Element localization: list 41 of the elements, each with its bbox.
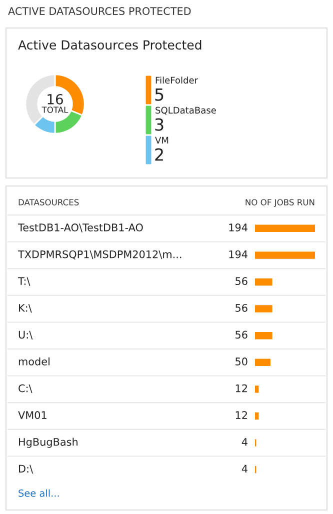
- text: TOTAL: [42, 106, 68, 113]
- data-label: 56: [236, 304, 248, 312]
- bar: [255, 358, 270, 366]
- bar: [255, 224, 315, 232]
- y-axis-title: DATASOURCES: [18, 199, 79, 206]
- legend-label: SQLDataBase: [156, 106, 216, 115]
- bar: [255, 252, 315, 259]
- y-tick-label: HgBugBash: [19, 438, 78, 448]
- data-label: 5: [155, 88, 164, 101]
- bar: [255, 412, 259, 420]
- data-label: 3: [155, 118, 164, 131]
- y-tick-label: K:\: [19, 304, 32, 313]
- data-label: 4: [242, 438, 248, 446]
- bar: [255, 332, 272, 340]
- text: 16: [48, 94, 63, 104]
- y-tick-label: TXDPMRSQP1\MSDPM2012\m...: [18, 250, 182, 260]
- legend-label: FileFolder: [156, 76, 198, 84]
- y-tick-label: D:\: [19, 464, 34, 474]
- text: See all...: [18, 489, 59, 497]
- data-label: 12: [236, 384, 247, 392]
- bar: [255, 305, 272, 312]
- data-label: 56: [236, 277, 248, 286]
- legend-label: VM: [155, 136, 168, 144]
- data-label: 56: [236, 330, 248, 339]
- y-tick-label: VM01: [18, 411, 46, 420]
- data-label: 50: [236, 358, 248, 366]
- y-tick-label: TestDB1-AO\TestDB1-AO: [18, 224, 143, 232]
- y-tick-label: U:\: [18, 330, 33, 340]
- data-label: 4: [242, 464, 248, 472]
- data-label: 194: [229, 224, 248, 232]
- data-label: 2: [155, 148, 163, 161]
- bar: [255, 386, 259, 393]
- chart-subtitle: ACTIVE DATASOURCES PROTECTED: [8, 7, 191, 16]
- y-tick-label: T:\: [18, 277, 30, 286]
- x-axis-title: NO OF JOBS RUN: [246, 199, 314, 207]
- chart-title: Active Datasources Protected: [18, 40, 202, 50]
- data-label: 12: [236, 411, 247, 419]
- y-tick-label: model: [18, 357, 50, 366]
- data-label: 194: [229, 250, 248, 258]
- y-tick-label: C:\: [18, 384, 32, 394]
- bar: [255, 278, 272, 286]
